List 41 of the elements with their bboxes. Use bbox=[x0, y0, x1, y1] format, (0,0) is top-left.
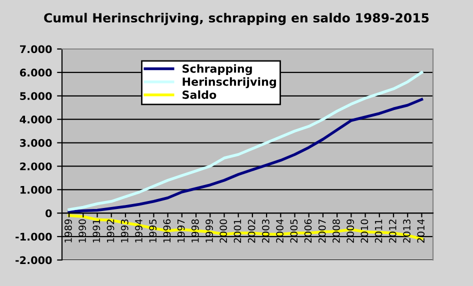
x-tick-label: 1995 bbox=[149, 220, 157, 242]
legend-label: Schrapping bbox=[182, 64, 252, 76]
x-tick-label: 2012 bbox=[388, 220, 396, 243]
y-tick-label: 7.000 bbox=[20, 45, 52, 54]
x-tick-label: 1996 bbox=[163, 219, 171, 242]
legend-label: Saldo bbox=[182, 90, 216, 99]
y-tick-label: -1.000 bbox=[16, 232, 52, 241]
chart-title: Cumul Herinschrijving, schrapping en saldo 1989-2015 bbox=[44, 12, 429, 26]
x-tick-label: 2006 bbox=[304, 219, 312, 243]
y-tick-label: 5.000 bbox=[20, 92, 52, 100]
x-tick-label: 1990 bbox=[78, 219, 86, 242]
legend-label: Herinschrijving bbox=[182, 77, 276, 88]
y-tick-label: 6.000 bbox=[20, 68, 52, 77]
x-tick-label: 2014 bbox=[417, 219, 425, 243]
x-tick-label: 2013 bbox=[403, 219, 410, 243]
x-tick-label: 1992 bbox=[106, 220, 114, 242]
line-series bbox=[68, 98, 424, 214]
x-tick-label: 1999 bbox=[206, 219, 213, 242]
x-tick-label: 2007 bbox=[318, 220, 326, 243]
x-tick-label: 2011 bbox=[374, 220, 382, 243]
x-tick-label: 2004 bbox=[276, 219, 284, 243]
x-tick-label: 2008 bbox=[332, 219, 340, 243]
y-tick-label: 0 bbox=[46, 209, 52, 218]
x-tick-label: 2005 bbox=[290, 220, 298, 243]
y-tick-label: 4.000 bbox=[20, 116, 52, 124]
x-tick-label: 2010 bbox=[360, 219, 368, 243]
x-tick-label: 1991 bbox=[92, 220, 100, 242]
x-tick-label: 2009 bbox=[346, 219, 354, 243]
y-tick-label: 1.000 bbox=[20, 186, 52, 194]
x-tick-label: 2002 bbox=[248, 220, 256, 243]
x-tick-label: 1989 bbox=[64, 219, 72, 242]
x-tick-label: 1998 bbox=[191, 219, 199, 242]
y-tick-label: 2.000 bbox=[20, 162, 52, 170]
x-tick-label: 1993 bbox=[120, 219, 128, 242]
x-tick-label: 1994 bbox=[135, 219, 142, 242]
y-tick-label: 3.000 bbox=[20, 139, 52, 147]
x-tick-label: 2000 bbox=[220, 219, 228, 243]
x-tick-label: 2003 bbox=[262, 219, 270, 243]
x-tick-label: 1997 bbox=[177, 220, 185, 242]
x-tick-label: 2001 bbox=[234, 220, 242, 243]
y-tick-label: -2.000 bbox=[16, 256, 52, 264]
